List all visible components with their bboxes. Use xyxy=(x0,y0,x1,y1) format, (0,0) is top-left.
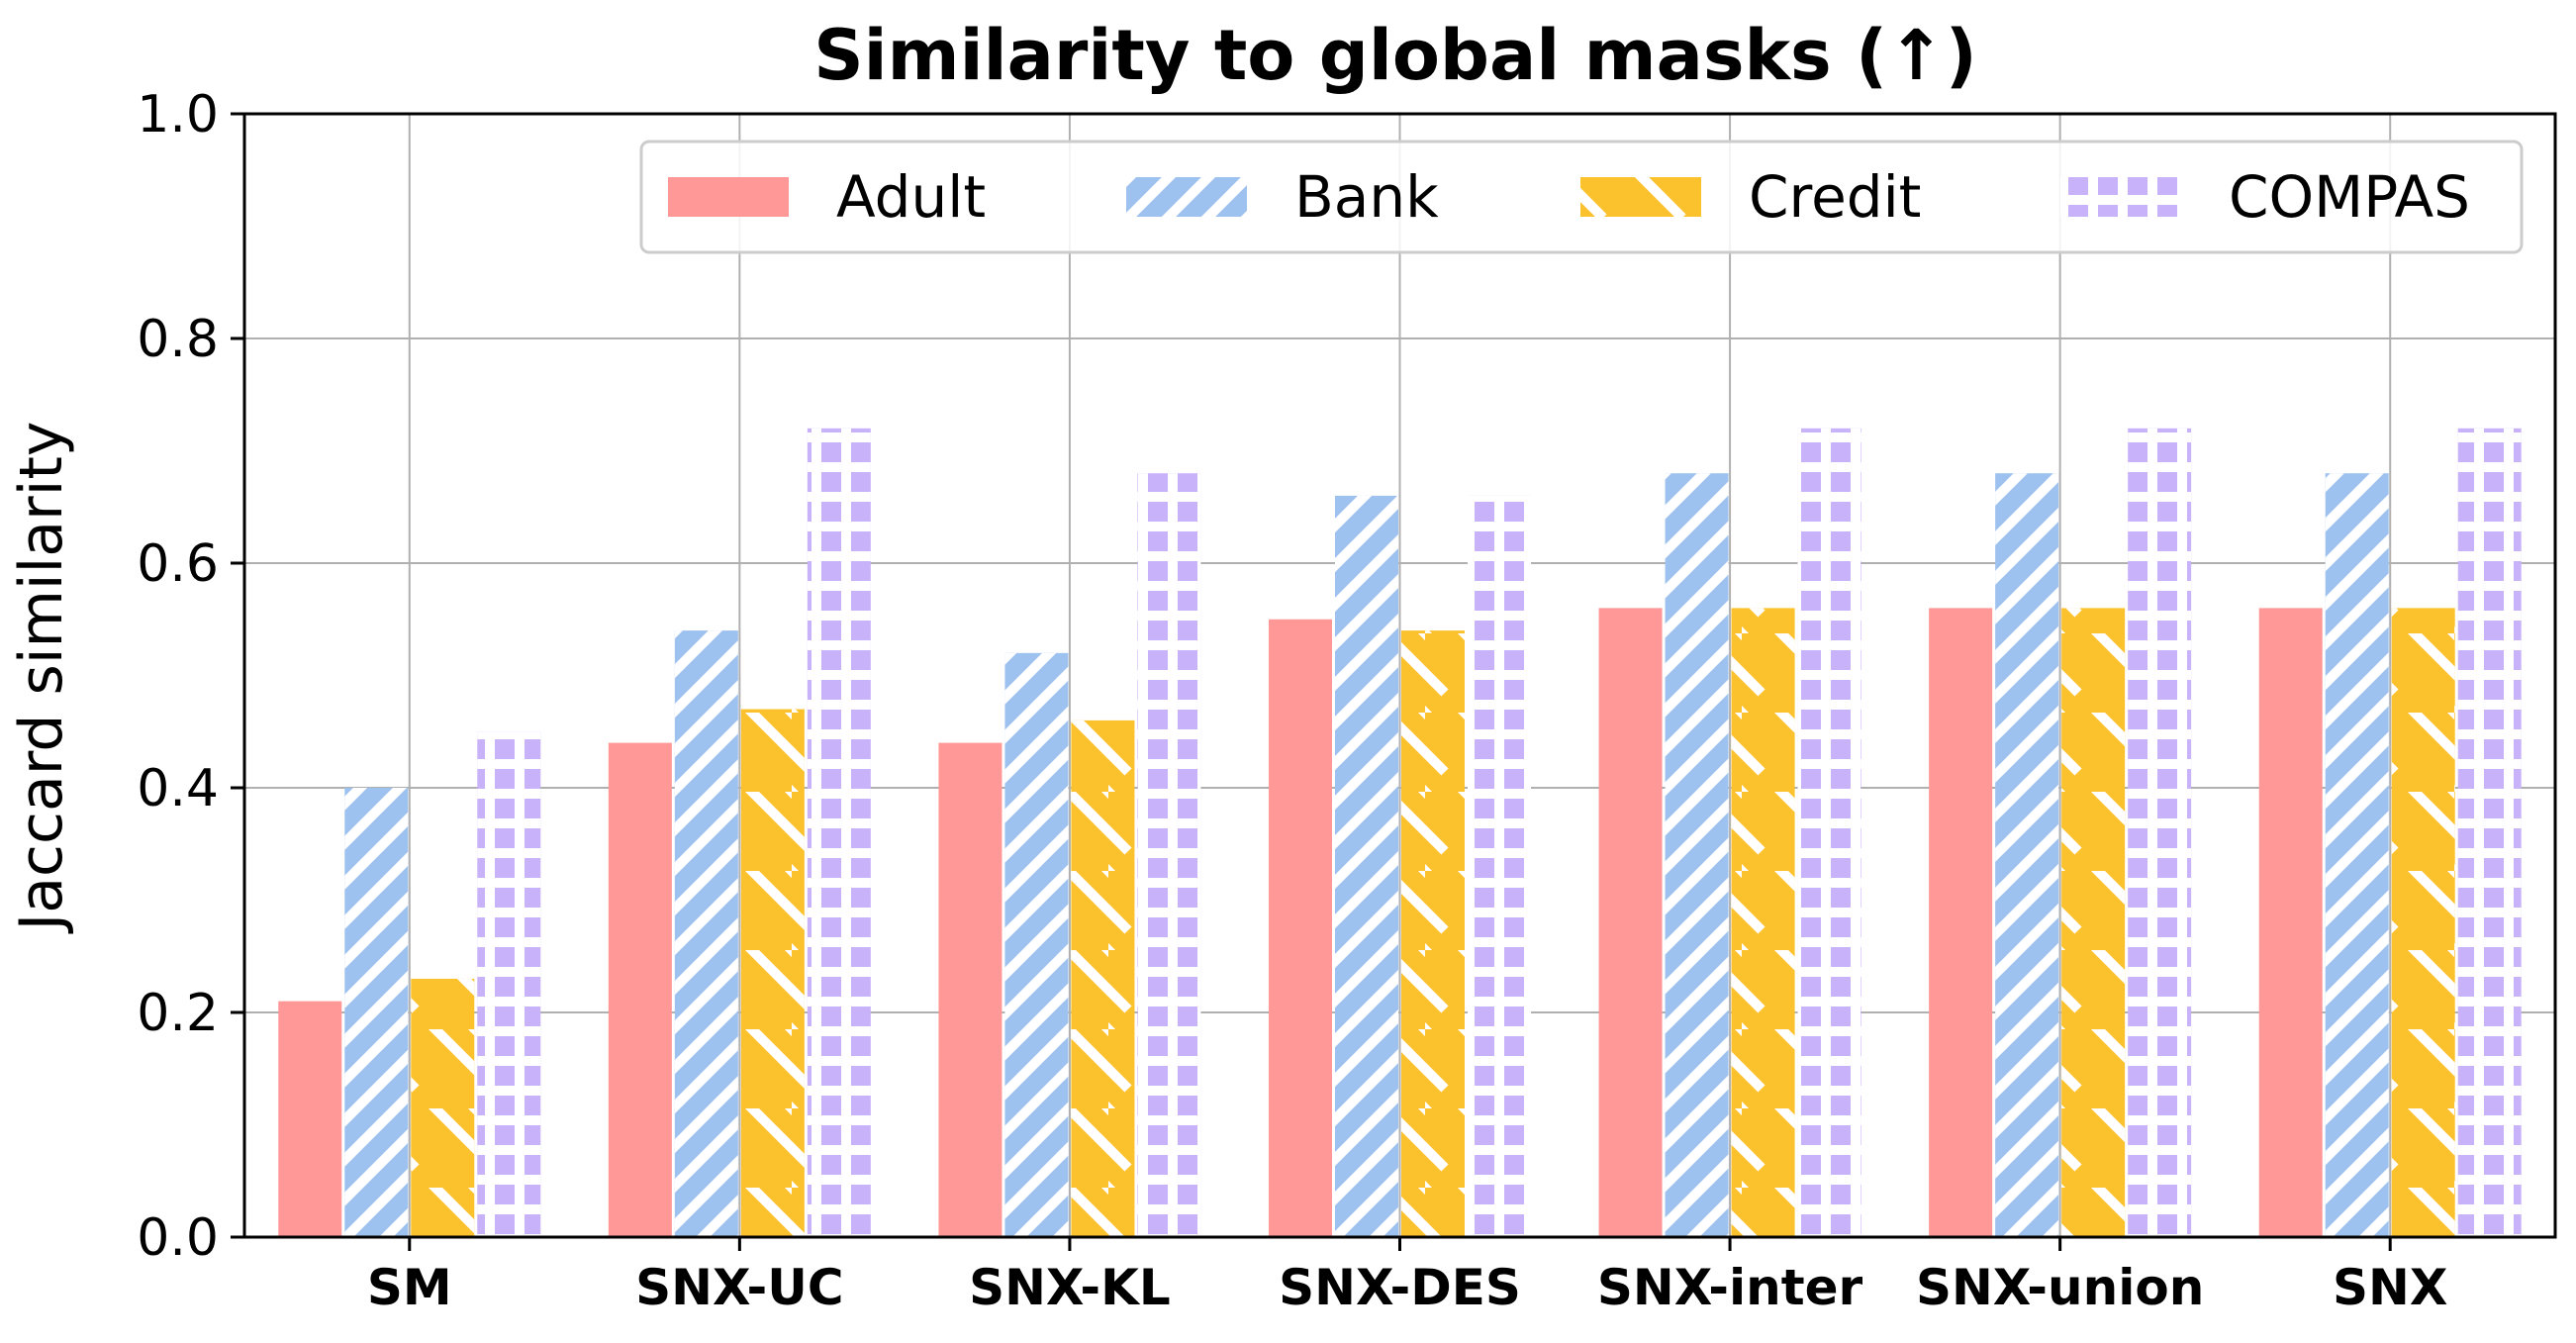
legend-label: Credit xyxy=(1749,163,1921,231)
legend-entry-compas: COMPAS xyxy=(2060,163,2470,231)
legend-swatch-hatch xyxy=(1580,177,1701,217)
bar-hatch xyxy=(411,978,475,1237)
bar-credit xyxy=(1071,719,1135,1237)
x-tick-label: SNX xyxy=(2333,1259,2447,1316)
bar-compas xyxy=(807,428,871,1237)
bar-hatch xyxy=(2128,428,2192,1237)
y-tick-label: 0.2 xyxy=(137,984,219,1043)
y-tick-label: 0.8 xyxy=(137,310,219,369)
bar-hatch xyxy=(807,428,871,1237)
bar-hatch xyxy=(477,731,541,1237)
bar-fill xyxy=(278,1001,342,1237)
legend: Adult Bank Credit COMPAS xyxy=(639,140,2524,254)
x-tick-label: SM xyxy=(367,1259,452,1316)
bar-bank xyxy=(344,788,409,1237)
bar-credit xyxy=(411,978,475,1237)
bar-credit xyxy=(2061,608,2126,1237)
bar-adult xyxy=(278,1001,342,1237)
bar-bank xyxy=(1995,473,2059,1237)
bar-compas xyxy=(477,731,541,1237)
bar-fill xyxy=(1598,608,1663,1237)
x-tick-label: SNX-union xyxy=(1916,1259,2204,1316)
y-axis-label: Jaccard similarity xyxy=(7,422,76,935)
legend-swatch xyxy=(668,177,789,217)
bar-compas xyxy=(1468,495,1531,1237)
bar-fill xyxy=(2258,608,2323,1237)
bar-hatch xyxy=(2325,473,2389,1237)
y-tick-label: 0.4 xyxy=(137,759,219,818)
x-tick-label: SNX-DES xyxy=(1279,1259,1521,1316)
y-tick-label: 0.6 xyxy=(137,534,219,594)
bar-fill xyxy=(1929,608,1993,1237)
legend-entry-adult: Adult xyxy=(668,163,986,231)
bar-hatch xyxy=(1731,608,1795,1237)
bar-hatch xyxy=(1137,473,1201,1237)
bar-fill xyxy=(608,742,672,1237)
bar-hatch xyxy=(674,630,738,1237)
bar-adult xyxy=(1598,608,1663,1237)
bar-hatch xyxy=(740,709,805,1237)
y-tick-label: 1.0 xyxy=(137,85,219,144)
legend-label: Bank xyxy=(1294,163,1439,231)
axes-frame xyxy=(242,112,2557,1239)
bar-hatch xyxy=(344,788,409,1237)
bar-hatch xyxy=(1468,495,1531,1237)
bar-compas xyxy=(1797,428,1861,1237)
bar-hatch xyxy=(1071,719,1135,1237)
legend-entry-bank: Bank xyxy=(1126,163,1439,231)
bar-hatch xyxy=(2457,428,2522,1237)
chart-title: Similarity to global masks (↑) xyxy=(813,15,1976,96)
legend-label: Adult xyxy=(836,163,986,231)
bar-hatch xyxy=(1004,652,1069,1237)
bar-hatch xyxy=(2391,608,2455,1237)
bar-compas xyxy=(1137,473,1201,1237)
bars xyxy=(278,428,2522,1237)
bar-credit xyxy=(1731,608,1795,1237)
bar-hatch xyxy=(1797,428,1861,1237)
bar-hatch xyxy=(1665,473,1729,1237)
y-tick-label: 0.0 xyxy=(137,1208,219,1268)
bar-fill xyxy=(938,742,1002,1237)
bar-bank xyxy=(1665,473,1729,1237)
bar-adult xyxy=(1929,608,1993,1237)
grid-lines xyxy=(244,113,2555,1238)
bar-bank xyxy=(1004,652,1069,1237)
x-tick-label: SNX-inter xyxy=(1597,1259,1863,1316)
bar-bank xyxy=(2325,473,2389,1237)
bar-hatch xyxy=(1401,630,1465,1237)
x-tick-label: SNX-UC xyxy=(635,1259,843,1316)
bar-compas xyxy=(2128,428,2192,1237)
axes: 0.0 0.2 0.4 0.6 0.8 1.0 SM SNX-UC SNX-KL SNX-DES S… xyxy=(137,85,2557,1316)
bar-adult xyxy=(2258,608,2323,1237)
bar-hatch xyxy=(1335,495,1398,1237)
bar-hatch xyxy=(2061,608,2126,1237)
legend-swatch-hatch xyxy=(1126,177,1247,217)
x-tick-label: SNX-KL xyxy=(969,1259,1171,1316)
legend-label: COMPAS xyxy=(2229,163,2470,231)
bar-hatch xyxy=(1995,473,2059,1237)
bar-compas xyxy=(2457,428,2522,1237)
bar-bank xyxy=(674,630,738,1237)
bar-adult xyxy=(938,742,1002,1237)
legend-swatch-hatch xyxy=(2060,177,2181,217)
bar-credit xyxy=(740,709,805,1237)
bar-bank xyxy=(1335,495,1398,1237)
bar-adult xyxy=(1269,619,1332,1237)
bar-credit xyxy=(1401,630,1465,1237)
bar-adult xyxy=(608,742,672,1237)
legend-entry-credit: Credit xyxy=(1580,163,1921,231)
bar-credit xyxy=(2391,608,2455,1237)
bar-fill xyxy=(1269,619,1332,1237)
